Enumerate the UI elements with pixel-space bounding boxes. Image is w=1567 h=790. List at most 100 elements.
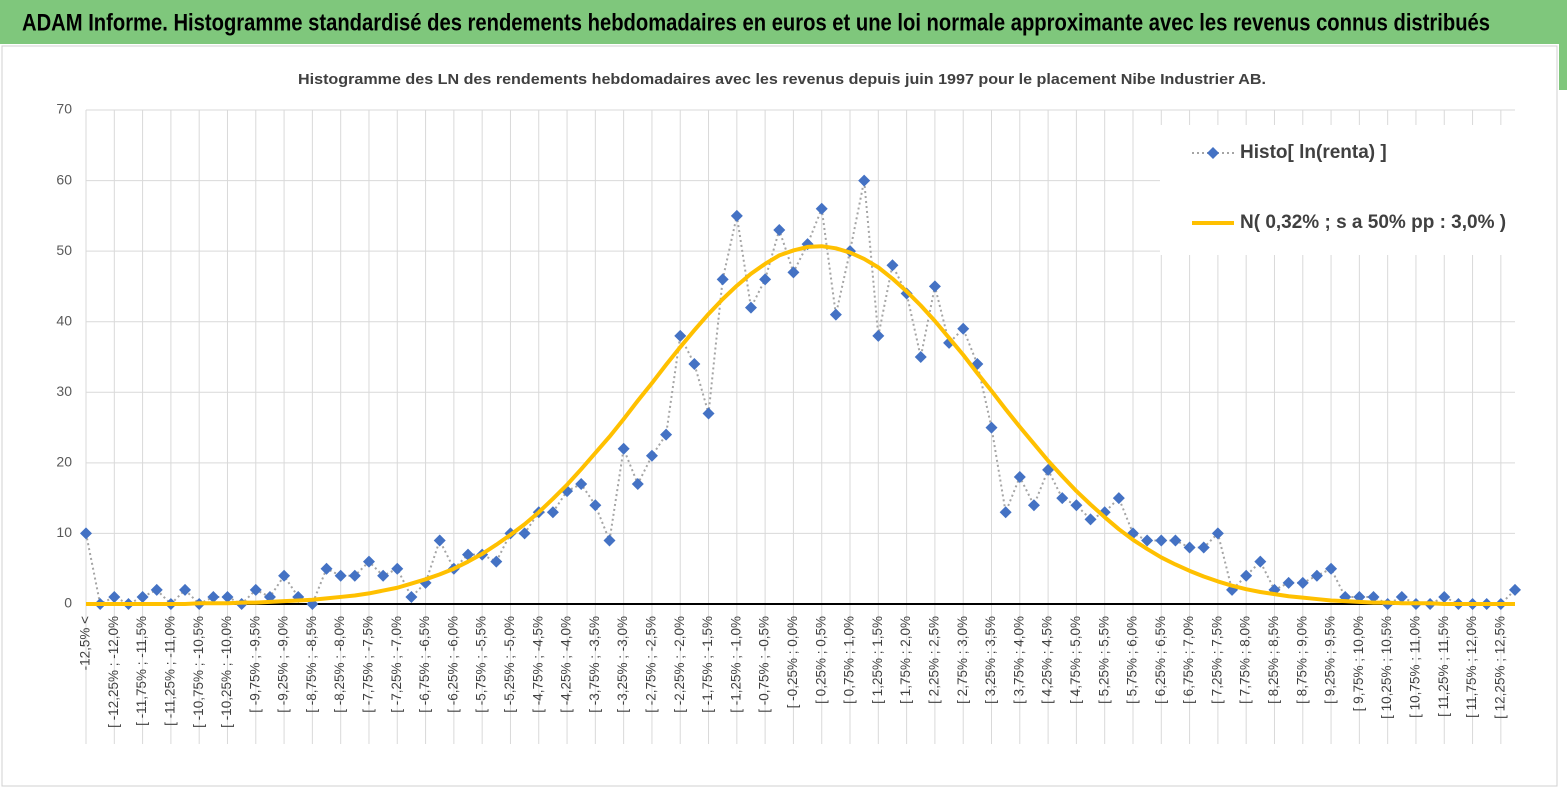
x-tick-label: [ -4,75% ; -4,5% bbox=[530, 616, 545, 713]
y-tick-label: 0 bbox=[64, 595, 72, 611]
data-point bbox=[1013, 470, 1026, 483]
data-point bbox=[957, 322, 970, 335]
x-tick-label: [ 11,25% ; 11,5% bbox=[1436, 616, 1451, 717]
x-tick-label: [ 8,75% ; 9,0% bbox=[1294, 616, 1309, 704]
x-tick-label: [ -9,75% ; -9,5% bbox=[247, 616, 262, 713]
data-point bbox=[928, 280, 941, 293]
data-point bbox=[1438, 590, 1451, 603]
data-point bbox=[1070, 499, 1083, 512]
data-point bbox=[603, 534, 616, 547]
x-tick-label: [ 7,25% ; 7,5% bbox=[1209, 616, 1224, 704]
data-point bbox=[249, 583, 262, 596]
data-point bbox=[518, 527, 531, 540]
data-point bbox=[1169, 534, 1182, 547]
x-tick-label: [ 2,25% ; 2,5% bbox=[926, 616, 941, 704]
data-point bbox=[1155, 534, 1168, 547]
data-point bbox=[1027, 499, 1040, 512]
x-tick-label: [ -12,25% ; -12,0% bbox=[106, 616, 121, 728]
data-point bbox=[1325, 562, 1338, 575]
legend-label: N( 0,32% ; s a 50% pp : 3,0% ) bbox=[1240, 212, 1506, 233]
x-tick-label: [ -11,75% ; -11,5% bbox=[134, 616, 149, 726]
data-point bbox=[1197, 541, 1210, 554]
x-tick-label: [ 1,75% ; 2,0% bbox=[898, 616, 913, 704]
data-point bbox=[914, 351, 927, 363]
data-point bbox=[1141, 534, 1154, 547]
x-tick-label: [ -8,75% ; -8,5% bbox=[304, 616, 319, 713]
data-point bbox=[702, 407, 715, 420]
x-tick-label: [ -3,75% ; -3,5% bbox=[587, 616, 602, 713]
x-tick-label: [ -11,25% ; -11,0% bbox=[162, 616, 177, 726]
data-point bbox=[207, 590, 220, 603]
data-point bbox=[985, 421, 998, 434]
data-point bbox=[1395, 590, 1408, 603]
data-point bbox=[1183, 541, 1196, 554]
x-tick-label: [ -8,25% ; -8,0% bbox=[332, 616, 347, 713]
x-tick-label: [ -7,25% ; -7,0% bbox=[389, 616, 404, 713]
x-tick-label: [ 3,25% ; 3,5% bbox=[983, 616, 998, 704]
x-tick-label: [ -10,25% ; -10,0% bbox=[219, 616, 234, 728]
x-tick-label: [ -6,75% ; -6,5% bbox=[417, 616, 432, 713]
series-line bbox=[86, 244, 1515, 606]
x-tick-label: [ 2,75% ; 3,0% bbox=[955, 616, 970, 704]
data-point bbox=[179, 583, 192, 596]
x-tick-label: [ -0,75% ; -0,5% bbox=[757, 616, 772, 713]
y-tick-label: 20 bbox=[56, 454, 72, 470]
x-tick-label: [ 3,75% ; 4,0% bbox=[1011, 616, 1026, 704]
y-tick-label: 70 bbox=[56, 101, 72, 117]
header-edge bbox=[1559, 44, 1567, 90]
data-point bbox=[688, 358, 701, 371]
data-point bbox=[320, 562, 333, 575]
data-point bbox=[1367, 590, 1380, 603]
x-tick-label: [ 9,75% ; 10,0% bbox=[1351, 616, 1366, 711]
x-tick-label: [ -4,25% ; -4,0% bbox=[559, 616, 574, 713]
x-tick-label: [ -2,75% ; -2,5% bbox=[644, 616, 659, 713]
x-tick-label: [ 9,25% ; 9,5% bbox=[1323, 616, 1338, 704]
x-tick-label: [ 7,75% ; 8,0% bbox=[1238, 616, 1253, 704]
data-point bbox=[787, 266, 800, 279]
x-tick-label: [ 5,25% ; 5,5% bbox=[1096, 616, 1111, 704]
data-point bbox=[433, 534, 446, 547]
x-tick-label: [ -6,25% ; -6,0% bbox=[445, 616, 460, 713]
x-tick-label: [ 4,25% ; 4,5% bbox=[1040, 616, 1055, 704]
x-tick-label: [ -3,25% ; -3,0% bbox=[615, 616, 630, 713]
y-tick-label: 10 bbox=[56, 524, 72, 540]
data-point bbox=[221, 590, 234, 603]
header-bar bbox=[0, 0, 1567, 44]
data-point bbox=[999, 506, 1012, 519]
x-tick-label: [ 6,75% ; 7,0% bbox=[1181, 616, 1196, 704]
data-point bbox=[589, 499, 602, 512]
data-point bbox=[815, 202, 828, 215]
x-tick-label: [ 0,75% ; 1,0% bbox=[842, 616, 857, 704]
x-tick-label: [ 1,25% ; 1,5% bbox=[870, 616, 885, 704]
data-point bbox=[391, 562, 404, 575]
data-point bbox=[1112, 492, 1125, 505]
data-point bbox=[645, 449, 658, 462]
data-point bbox=[730, 209, 743, 222]
data-point bbox=[872, 329, 885, 342]
x-tick-label: [ 6,25% ; 6,5% bbox=[1153, 616, 1168, 704]
data-point bbox=[1310, 569, 1323, 582]
x-tick-label: [ -9,25% ; -9,0% bbox=[276, 616, 291, 713]
data-point bbox=[759, 273, 772, 286]
data-point bbox=[886, 259, 899, 272]
y-tick-label: 30 bbox=[56, 383, 72, 399]
series-line bbox=[85, 179, 1516, 605]
x-tick-label: [ 11,75% ; 12,0% bbox=[1464, 616, 1479, 718]
x-tick-label: [ 4,75% ; 5,0% bbox=[1068, 616, 1083, 704]
data-point bbox=[1056, 492, 1069, 505]
data-point bbox=[716, 273, 729, 286]
data-point bbox=[744, 301, 757, 314]
data-point bbox=[773, 223, 786, 236]
x-tick-label: [ -0,25% ; 0,0% bbox=[785, 616, 800, 708]
y-tick-label: 60 bbox=[56, 171, 72, 187]
x-tick-label: [ 8,25% ; 8,5% bbox=[1266, 616, 1281, 704]
data-point bbox=[660, 428, 673, 441]
x-tick-label: [ 12,25% ; 12,5% bbox=[1492, 616, 1507, 719]
chart-title: Histogramme des LN des rendements hebdom… bbox=[298, 71, 1266, 88]
chart-frame bbox=[1, 45, 1558, 787]
x-tick-label: [ 5,75% ; 6,0% bbox=[1125, 616, 1140, 704]
legend-marker bbox=[1207, 147, 1219, 159]
data-point bbox=[80, 527, 92, 540]
data-point bbox=[674, 329, 687, 342]
data-point bbox=[858, 174, 871, 187]
